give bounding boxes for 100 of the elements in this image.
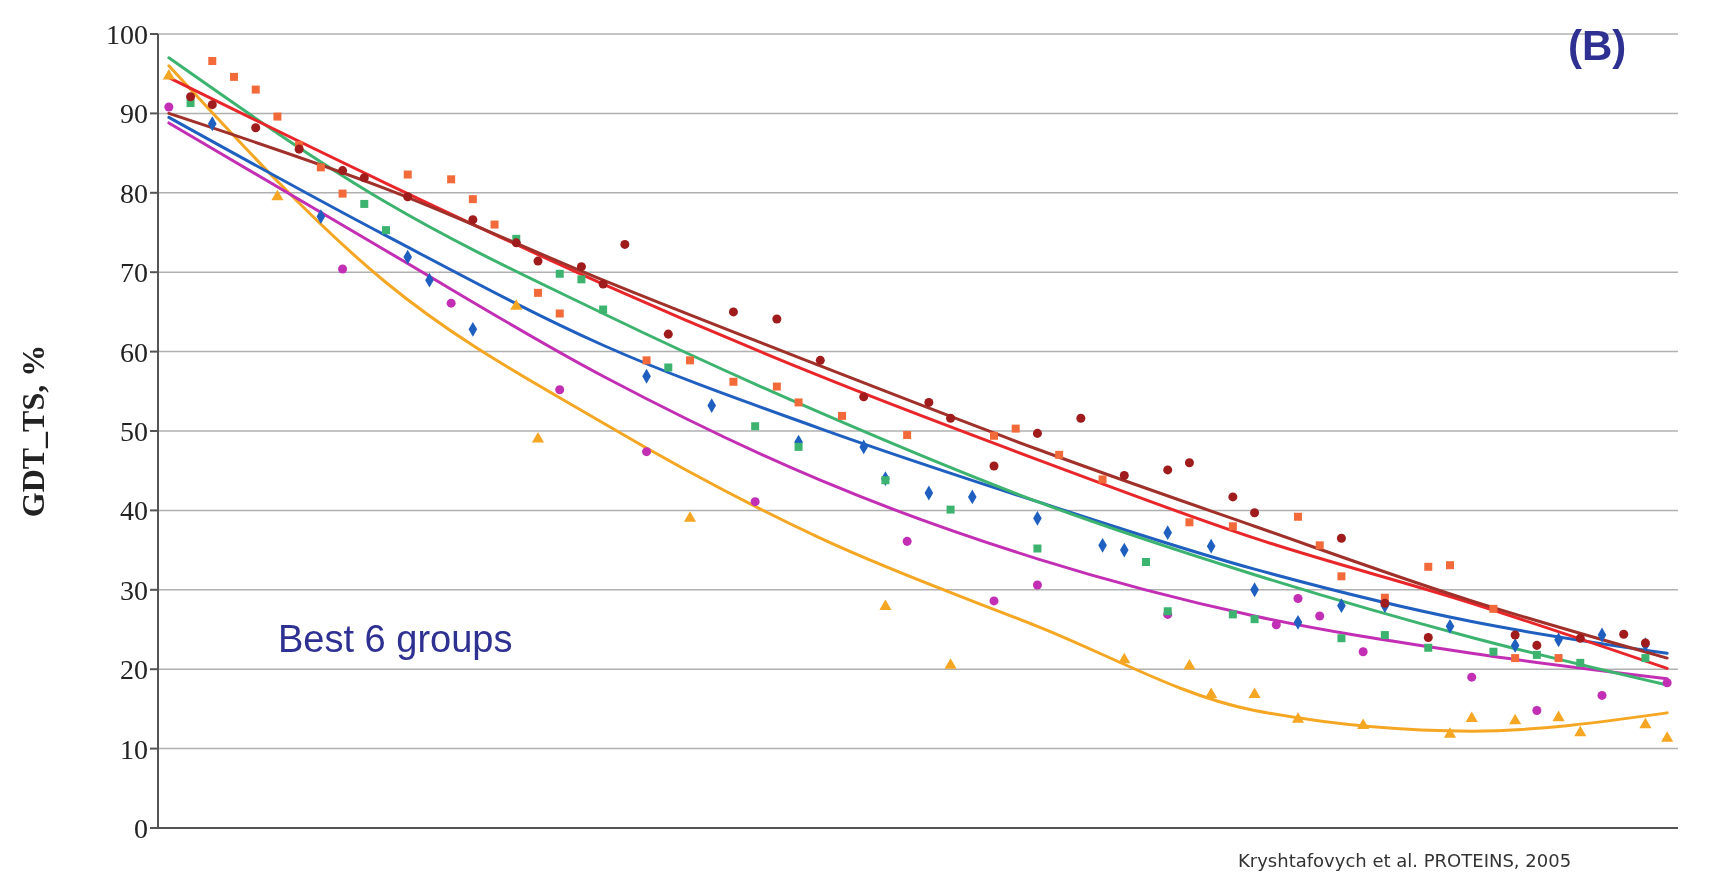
point: [1446, 561, 1454, 570]
point: [447, 175, 456, 184]
point: [403, 192, 413, 202]
point: [1228, 522, 1237, 531]
point: [1597, 690, 1607, 700]
point: [1337, 634, 1346, 643]
point: [924, 397, 934, 407]
point: [1641, 654, 1650, 663]
point: [1055, 450, 1064, 459]
point: [663, 329, 673, 339]
point: [1250, 615, 1259, 624]
point: [316, 163, 325, 172]
point: [1118, 652, 1131, 664]
point: [1443, 727, 1457, 738]
point: [946, 505, 955, 514]
point: [1098, 475, 1107, 484]
point: [490, 220, 499, 229]
point: [683, 511, 697, 522]
y-tick-label: 100: [106, 18, 148, 50]
point: [599, 305, 608, 314]
point: [555, 269, 564, 278]
point: [1619, 629, 1629, 639]
point: [511, 238, 521, 248]
point: [1380, 598, 1390, 608]
point: [1661, 731, 1674, 742]
point: [1465, 711, 1478, 722]
point: [273, 112, 282, 121]
point: [1639, 717, 1652, 729]
point: [838, 411, 846, 420]
point: [859, 392, 869, 402]
point: [576, 262, 586, 272]
point: [1423, 632, 1433, 642]
point: [1076, 413, 1086, 423]
point: [534, 288, 542, 297]
point: [1574, 725, 1587, 737]
point: [468, 215, 478, 225]
point: [1640, 638, 1650, 648]
point: [1248, 687, 1261, 699]
point: [382, 226, 390, 235]
point: [468, 195, 477, 204]
point: [207, 100, 217, 110]
point: [1184, 458, 1194, 468]
point: [1291, 712, 1305, 723]
y-tick-label: 50: [120, 415, 148, 447]
y-tick-label: 40: [120, 495, 148, 527]
point: [1554, 654, 1563, 663]
point: [533, 256, 543, 266]
point: [162, 69, 175, 80]
point: [881, 476, 890, 485]
point: [1489, 604, 1498, 613]
point: [1467, 672, 1477, 682]
y-tick-label: 70: [120, 257, 148, 289]
annotation: Best 6 groups: [278, 618, 513, 661]
point: [1142, 558, 1150, 567]
point: [1032, 428, 1042, 438]
point: [1380, 631, 1389, 640]
point: [728, 307, 738, 317]
point: [555, 385, 565, 395]
point: [510, 299, 523, 310]
point: [251, 123, 261, 133]
point: [794, 398, 803, 407]
point: [555, 309, 564, 318]
point: [1315, 611, 1325, 621]
point: [1532, 650, 1541, 659]
point: [1228, 610, 1237, 619]
point: [446, 298, 456, 308]
point: [946, 413, 956, 423]
point: [271, 189, 284, 201]
point: [1293, 594, 1303, 604]
y-tick-label: 20: [120, 654, 148, 686]
point: [989, 596, 999, 606]
point: [598, 279, 608, 289]
point: [1489, 647, 1498, 656]
point: [1011, 424, 1020, 433]
point: [1033, 544, 1042, 553]
point: [902, 536, 912, 546]
point: [1119, 470, 1129, 480]
point: [729, 377, 738, 386]
point: [338, 189, 347, 198]
point: [989, 461, 999, 471]
point: [359, 173, 369, 183]
point: [1357, 718, 1370, 730]
point: [1163, 465, 1173, 475]
point: [903, 430, 912, 439]
point: [642, 356, 651, 365]
y-tick-label: 60: [120, 336, 148, 368]
point: [990, 431, 998, 440]
point: [879, 599, 892, 610]
point: [186, 92, 196, 102]
point: [1576, 658, 1585, 667]
point: [531, 431, 545, 443]
point: [1250, 508, 1260, 518]
point: [1315, 541, 1324, 550]
point: [1532, 640, 1542, 650]
point: [1271, 620, 1281, 630]
point: [164, 102, 174, 112]
point: [750, 497, 760, 507]
point: [1294, 512, 1302, 521]
point: [642, 447, 652, 457]
point: [294, 144, 304, 154]
